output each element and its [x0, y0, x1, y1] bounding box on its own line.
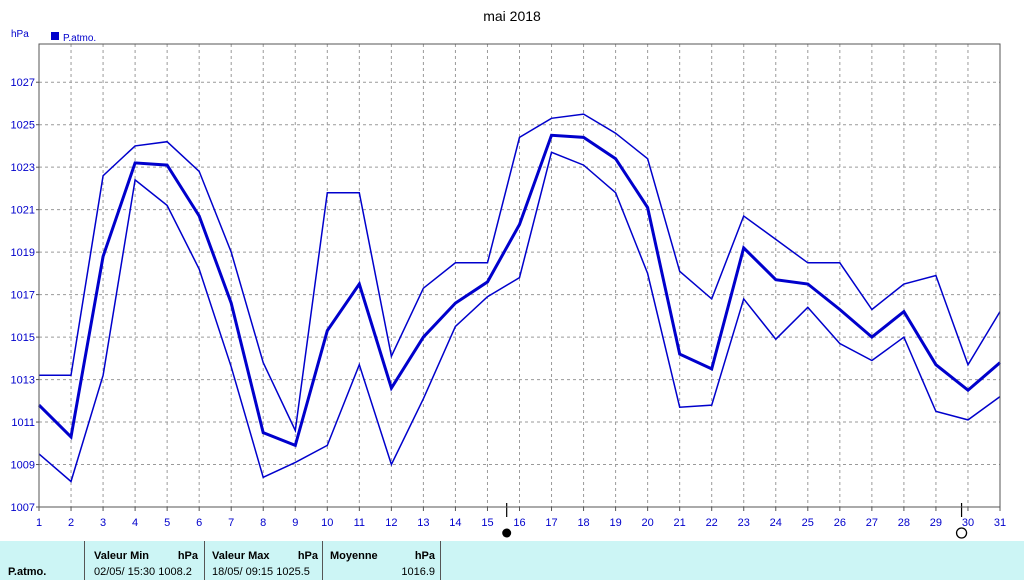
stats-max-unit: hPa [297, 550, 318, 562]
series-line-max [39, 113, 1001, 434]
y-tick-label: 1021 [11, 205, 35, 217]
y-axis-unit: hPa [11, 29, 29, 40]
series-line-mean [37, 133, 1001, 448]
x-tick-label: 14 [449, 517, 461, 529]
plot-frame [38, 43, 1001, 508]
legend-swatch [51, 32, 59, 40]
x-tick-label: 3 [100, 517, 106, 529]
y-tick-label: 1023 [11, 162, 35, 174]
x-tick-label: 5 [164, 517, 170, 529]
x-tick-label: 6 [196, 517, 202, 529]
stats-max-label: Valeur Max [212, 550, 270, 562]
stats-min-unit: hPa [177, 550, 198, 562]
x-tick-label: 25 [802, 517, 814, 529]
y-tick-label: 1007 [11, 502, 35, 514]
new-moon-icon [502, 528, 512, 538]
x-tick-label: 8 [260, 517, 266, 529]
y-tick-label: 1015 [11, 332, 35, 344]
stats-max-value: 18/05/ 09:15 1025.5 [212, 566, 310, 578]
y-tick-label: 1017 [11, 290, 35, 302]
stats-avg-unit: hPa [414, 550, 435, 562]
x-tick-label: 4 [132, 517, 138, 529]
moon-markers [502, 503, 968, 539]
x-tick-label: 16 [513, 517, 525, 529]
x-tick-label: 19 [609, 517, 621, 529]
y-tick-label: 1027 [11, 77, 35, 89]
stats-min-value: 02/05/ 15:30 1008.2 [94, 566, 192, 578]
series-lines [37, 113, 1001, 483]
x-tick-label: 12 [385, 517, 397, 529]
x-tick-label: 28 [898, 517, 910, 529]
x-tick-label: 1 [36, 517, 42, 529]
x-tick-label: 29 [930, 517, 942, 529]
x-tick-label: 18 [577, 517, 589, 529]
x-tick-label: 27 [866, 517, 878, 529]
y-tick-label: 1011 [11, 417, 35, 429]
grid [39, 44, 1000, 507]
x-tick-label: 24 [770, 517, 782, 529]
x-tick-label: 7 [228, 517, 234, 529]
stats-param-name: P.atmo. [8, 566, 47, 578]
stats-avg-cell: Moyenne hPa 1016.9 [323, 541, 441, 580]
full-moon-icon [955, 527, 968, 539]
x-tick-label: 23 [738, 517, 750, 529]
stats-min-label: Valeur Min [94, 550, 150, 562]
y-tick-label: 1009 [11, 460, 35, 472]
x-tick-label: 22 [706, 517, 718, 529]
y-tick-label: 1025 [11, 120, 35, 132]
stats-bar: P.atmo. Valeur Min hPa 02/05/ 15:30 1008… [0, 541, 1024, 580]
x-tick-label: 26 [834, 517, 846, 529]
x-tick-label: 17 [545, 517, 557, 529]
x-tick-label: 30 [962, 517, 974, 529]
x-tick-label: 21 [674, 517, 686, 529]
y-tick-label: 1019 [11, 247, 35, 259]
stats-avg-value: 1016.9 [401, 566, 435, 578]
x-tick-label: 13 [417, 517, 429, 529]
series-line-min [38, 151, 1001, 483]
x-tick-label: 20 [642, 517, 654, 529]
x-tick-label: 15 [481, 517, 493, 529]
stats-param-cell [0, 541, 85, 580]
chart-title: mai 2018 [483, 8, 541, 24]
axis-ticks: 1 2 3 4 5 6 7 8 9 10 11 12 13 14 15 16 17 18 19 20 21 22 23 24 2… [11, 77, 1007, 529]
legend-label: P.atmo. [63, 33, 96, 44]
y-tick-label: 1013 [11, 375, 35, 387]
pressure-chart: mai 2018 hPa P.atmo. 1 2 3 4 5 6 7 8 9 10 11 12 13 14… [11, 8, 1007, 539]
x-tick-label: 2 [68, 517, 74, 529]
x-tick-label: 31 [994, 517, 1006, 529]
stats-max-cell: Valeur Max hPa 18/05/ 09:15 1025.5 [205, 541, 323, 580]
x-tick-label: 11 [354, 517, 365, 529]
stats-min-cell: Valeur Min hPa 02/05/ 15:30 1008.2 [85, 541, 205, 580]
stats-avg-label: Moyenne [330, 550, 378, 562]
x-tick-label: 9 [292, 517, 298, 529]
x-tick-label: 10 [321, 517, 333, 529]
